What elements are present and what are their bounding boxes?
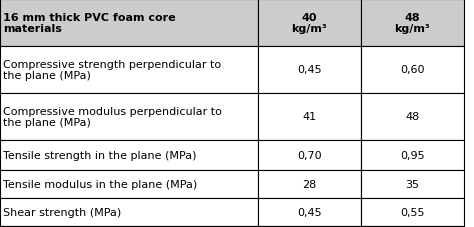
Text: 48: 48 bbox=[405, 112, 419, 122]
Text: 28: 28 bbox=[302, 179, 317, 189]
Bar bbox=[361, 198, 464, 226]
Text: 40
kg/m³: 40 kg/m³ bbox=[292, 13, 328, 34]
Text: Compressive strength perpendicular to
the plane (MPa): Compressive strength perpendicular to th… bbox=[3, 60, 221, 81]
Text: 48
kg/m³: 48 kg/m³ bbox=[395, 13, 430, 34]
Bar bbox=[361, 47, 464, 94]
Bar bbox=[258, 170, 361, 198]
Bar bbox=[361, 170, 464, 198]
Bar bbox=[0, 198, 258, 226]
Text: 0,60: 0,60 bbox=[400, 65, 425, 75]
Text: 35: 35 bbox=[405, 179, 419, 189]
Bar bbox=[361, 140, 464, 170]
Text: 41: 41 bbox=[302, 112, 317, 122]
Text: 0,45: 0,45 bbox=[297, 65, 322, 75]
Bar bbox=[258, 94, 361, 140]
Text: Tensile modulus in the plane (MPa): Tensile modulus in the plane (MPa) bbox=[3, 179, 197, 189]
Bar bbox=[361, 226, 464, 227]
Bar bbox=[258, 226, 361, 227]
Text: 16 mm thick PVC foam core
materials: 16 mm thick PVC foam core materials bbox=[3, 13, 176, 34]
Bar bbox=[0, 170, 258, 198]
Text: Tensile strength in the plane (MPa): Tensile strength in the plane (MPa) bbox=[3, 150, 197, 160]
Bar bbox=[0, 47, 258, 94]
Bar bbox=[0, 140, 258, 170]
Bar bbox=[258, 198, 361, 226]
Text: 0,70: 0,70 bbox=[297, 150, 322, 160]
Bar bbox=[0, 226, 258, 227]
Text: 0,95: 0,95 bbox=[400, 150, 425, 160]
Text: Compressive modulus perpendicular to
the plane (MPa): Compressive modulus perpendicular to the… bbox=[3, 106, 222, 128]
Bar bbox=[258, 0, 361, 47]
Text: 0,45: 0,45 bbox=[297, 207, 322, 217]
Bar bbox=[0, 0, 258, 47]
Bar bbox=[258, 140, 361, 170]
Bar bbox=[361, 94, 464, 140]
Bar bbox=[361, 0, 464, 47]
Text: 0,55: 0,55 bbox=[400, 207, 425, 217]
Bar bbox=[0, 94, 258, 140]
Text: Shear strength (MPa): Shear strength (MPa) bbox=[3, 207, 121, 217]
Bar bbox=[258, 47, 361, 94]
